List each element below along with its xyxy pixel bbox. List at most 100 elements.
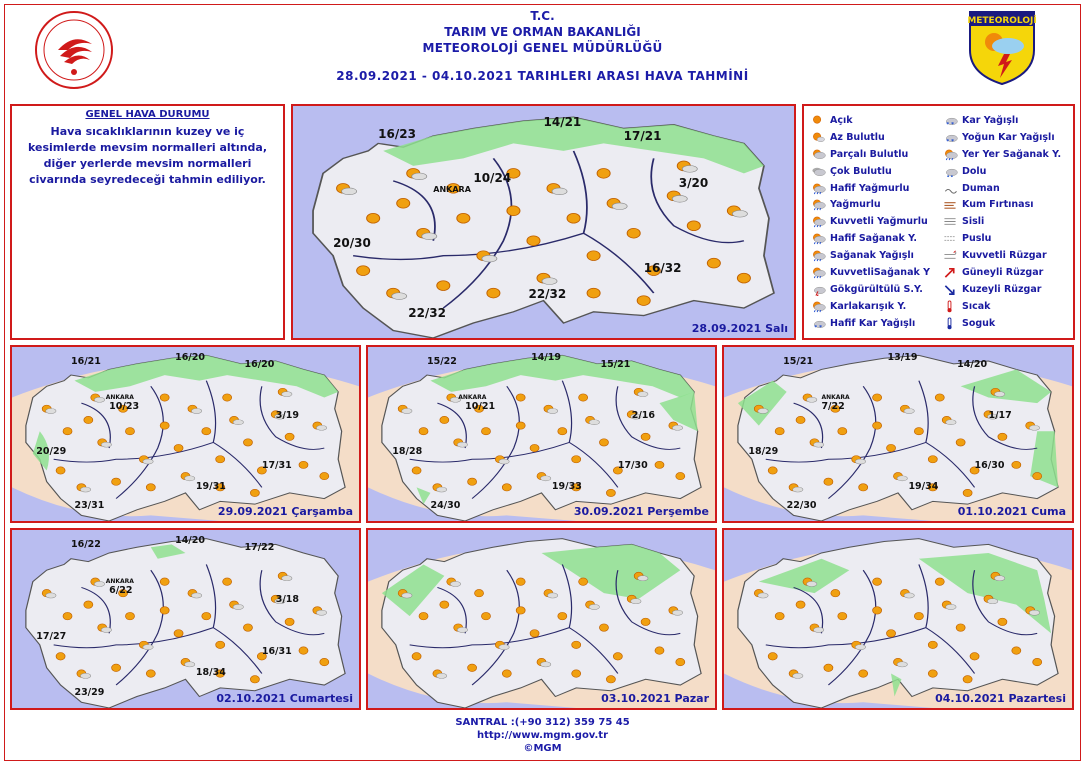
temperature-label: 19/33 [551,480,582,492]
weather-symbol-icon [596,168,611,179]
weather-symbol-icon [173,629,184,638]
map-day-1: 28.09.2021 Salı 16/23 14/21 17/21 10/24 3/20… [291,104,796,340]
temperature-label: 17/27 [36,631,67,643]
map-day-4: 01.10.2021 Cuma 15/21 13/19 14/20 7/22 1/17 1… [722,345,1074,523]
weather-symbol-icon [256,466,267,475]
turkey-map [368,530,715,708]
weather-symbol-icon [675,472,686,481]
weather-symbol-icon [501,483,512,492]
weather-symbol-icon [529,444,540,452]
weather-symbol-icon [802,393,818,403]
weather-symbol-icon [927,483,938,492]
south-wind-arrow-icon [944,267,955,278]
weather-symbol-icon [927,640,938,649]
temperature-label: 16/30 [974,460,1005,472]
logo-text: METEOROLOJİ [968,15,1036,26]
weather-symbol-icon [900,589,915,599]
weather-symbol-icon [356,265,371,276]
fog-icon [944,218,956,226]
weather-symbol-icon [90,393,105,403]
weather-symbol-icon [76,669,92,679]
temperature-label: 10/23 [109,400,140,412]
weather-symbol-icon [851,640,866,650]
footer-website[interactable]: http://www.mgm.gov.tr [476,730,609,741]
footer: SANTRAL :(+90 312) 359 75 45 http://www.… [0,716,1085,755]
weather-symbol-icon [571,669,582,678]
svg-text:* *: * * [946,139,954,144]
legend-label: Puslu [962,233,992,245]
weather-symbol-icon [446,393,461,403]
weather-symbol-icon [774,612,785,621]
weather-symbol-icon [41,589,57,599]
weather-symbol-icon [934,393,945,402]
temperature-label: 2/16 [631,409,656,421]
legend-item: Gökgürültülü S.Y. [810,281,930,298]
north-wind-arrow-icon [944,285,955,295]
thunderstorm-icon [814,286,826,296]
turkey-map [25,538,346,708]
sun-icon [813,115,822,124]
legend-label: Yer Yer Sağanak Y. [962,148,1062,160]
weather-symbol-icon [411,466,422,475]
temperature-label: 22/32 [408,305,446,320]
temperature-label: 3/19 [275,409,300,421]
weather-symbol-icon [571,455,582,464]
turkey-map [312,116,775,338]
weather-symbol-icon [97,623,112,633]
weather-symbol-icon [474,589,484,598]
weather-symbol-icon [118,589,128,598]
legend-item: Yağmurlu [810,196,930,213]
weather-symbol-icon [1011,460,1022,469]
weather-symbol-icon [55,652,66,661]
weather-symbol-icon [418,427,429,436]
weather-symbol-icon [893,472,908,482]
weather-symbol-icon [557,612,568,621]
weather-symbol-icon [270,594,286,604]
legend-label: Parçalı Bulutlu [830,148,909,160]
weather-symbol-icon [886,444,896,452]
cloudy-icon [812,167,826,176]
city-label-ankara: ANKARA [105,578,134,586]
weather-symbol-icon [439,416,450,424]
weather-symbol-icon [277,387,293,397]
temperature-label: 23/31 [74,500,105,512]
weather-symbol-icon [686,220,701,231]
weather-symbol-icon [774,427,785,436]
legend-label: Soguk [962,317,996,329]
weather-symbol-icon [222,577,232,586]
legend-label: Hafif Kar Yağışlı [830,317,916,329]
weather-symbol-icon [418,612,429,621]
temperature-label: 17/21 [623,129,662,144]
temperature-label: 18/34 [195,667,226,679]
weather-symbol-icon [668,421,683,431]
weather-symbol-icon [753,589,769,599]
legend-label: KuvvetliSağanak Y [830,266,930,278]
weather-symbol-icon [159,421,170,430]
weather-symbol-icon [1025,606,1040,616]
weather-symbol-icon [612,466,623,475]
header-tc: T.C. [530,9,555,23]
weather-symbol-icon [536,472,552,482]
city-label-ankara: ANKARA [105,393,134,401]
strong-wind-icon [944,250,957,259]
weather-symbol-icon [858,669,869,678]
weather-symbol-icon [145,483,156,492]
weather-symbol-icon [640,432,651,441]
legend-item: Duman [942,180,1061,197]
weather-symbol-icon [139,455,154,465]
weather-symbol-icon [636,295,651,306]
weather-symbol-icon [62,612,73,621]
weather-symbol-icon [467,663,477,672]
weather-symbol-icon [893,658,908,668]
weather-symbol-icon [666,190,688,203]
temperature-label: 17/22 [244,542,275,554]
ministry-logo [35,11,113,89]
weather-symbol-icon [97,438,112,448]
temperature-label: 16/32 [643,261,682,276]
weather-symbol-icon [1011,646,1022,655]
weather-symbol-icon [872,577,882,586]
legend-item: Sisli [942,213,1061,230]
weather-symbol-icon [654,460,665,469]
weather-symbol-icon [566,213,581,224]
weather-symbol-icon [736,272,751,284]
